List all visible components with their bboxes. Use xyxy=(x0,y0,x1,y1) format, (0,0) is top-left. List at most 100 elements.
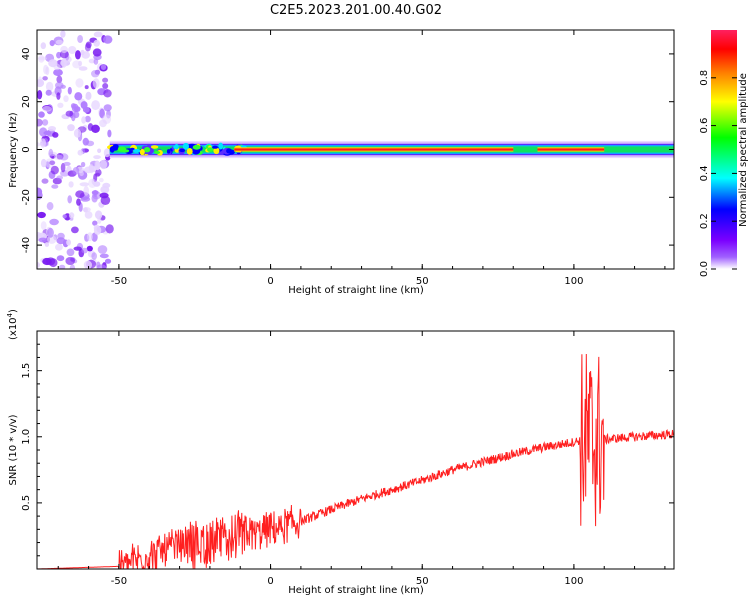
colorbar-gradient xyxy=(711,30,737,269)
heatmap-noise-cell xyxy=(69,264,76,269)
heatmap-noise-cell xyxy=(61,58,67,68)
heatmap-noise-cell xyxy=(79,182,90,187)
heatmap-y-tick-label: 40 xyxy=(21,48,32,61)
colorbar: 0.0 0.2 0.4 0.6 0.8 Normalized spectral ampl… xyxy=(699,30,749,277)
heatmap-noise-cell xyxy=(47,227,54,238)
heatmap-signal-cell xyxy=(112,144,119,149)
heatmap-x-tick-label: 0 xyxy=(267,276,273,287)
heatmap-noise-cell xyxy=(74,92,83,101)
heatmap-noise-cell xyxy=(49,40,55,47)
heatmap-noise-cell xyxy=(60,162,66,173)
colorbar-tick-label: 0.6 xyxy=(699,118,710,134)
heatmap-noise-cell xyxy=(74,106,81,112)
colorbar-tick-label: 0.0 xyxy=(699,261,710,277)
heatmap-noise-cell xyxy=(76,198,81,206)
heatmap-y-tick-label: 0 xyxy=(21,146,32,152)
heatmap-noise-cell xyxy=(92,220,98,226)
heatmap-signal-cell xyxy=(192,144,201,150)
heatmap-noise-cell xyxy=(102,83,109,89)
heatmap-noise-cell xyxy=(68,181,74,188)
heatmap-signal-cell xyxy=(133,149,141,153)
heatmap-noise-cell xyxy=(94,160,100,170)
heatmap-noise-cell xyxy=(93,39,100,47)
heatmap-noise-cell xyxy=(103,89,112,98)
heatmap-noise-cell xyxy=(37,90,43,100)
heatmap-noise-cell xyxy=(37,142,41,147)
heatmap-noise-cell xyxy=(40,221,47,231)
heatmap-noise-cell xyxy=(84,211,93,219)
heatmap-signal-cell xyxy=(109,146,115,153)
heatmap-noise-cell xyxy=(43,64,49,75)
heatmap-noise-cell xyxy=(40,158,47,168)
heatmap-noise-cell xyxy=(86,245,93,252)
heatmap-panel: -50 0 50 100 -40 -20 0 20 40 Height of straight … xyxy=(8,29,675,296)
heatmap-noise-cell xyxy=(84,85,89,90)
snr-y-tick-label: 1.0 xyxy=(21,429,32,445)
heatmap-noise-cell xyxy=(56,175,63,180)
heatmap-noise-cell xyxy=(92,48,102,57)
heatmap-noise-cell xyxy=(107,129,112,138)
heatmap-noise-cell xyxy=(67,124,75,132)
heatmap-noise-cell xyxy=(77,35,83,43)
heatmap-signal-cell xyxy=(117,146,126,152)
heatmap-signal-cell xyxy=(186,148,193,155)
heatmap-noise-cell xyxy=(65,110,74,117)
snr-y-scale-label: (x104) xyxy=(6,309,19,340)
heatmap-noise-cell xyxy=(92,78,100,89)
heatmap-signal-cell xyxy=(213,147,220,155)
heatmap-noise-cell xyxy=(59,153,69,161)
heatmap-noise-cell xyxy=(37,190,43,200)
heatmap-noise-cell xyxy=(99,159,108,170)
heatmap-noise-cell xyxy=(60,30,66,38)
heatmap-noise-cell xyxy=(81,247,88,254)
heatmap-signal-cell xyxy=(179,148,186,153)
snr-ticks: -50 0 50 100 0.5 1.0 1.5 xyxy=(21,331,674,587)
heatmap-noise-cell xyxy=(77,149,84,156)
heatmap-noise-cell xyxy=(75,50,81,60)
heatmap-noise-cell xyxy=(51,184,59,189)
heatmap-noise-cell xyxy=(103,148,111,158)
heatmap-cells xyxy=(37,30,674,269)
heatmap-noise-cell xyxy=(68,46,77,54)
heatmap-noise-cell xyxy=(37,56,48,61)
colorbar-ticks: 0.0 0.2 0.4 0.6 0.8 xyxy=(699,70,737,277)
heatmap-noise-cell xyxy=(48,148,54,158)
heatmap-noise-cell xyxy=(45,89,52,96)
heatmap-noise-cell xyxy=(41,178,49,184)
heatmap-signal-cell xyxy=(166,149,171,154)
snr-y-tick-label: 0.5 xyxy=(21,495,32,511)
heatmap-peak-ridge xyxy=(537,148,605,151)
heatmap-noise-cell xyxy=(50,165,59,175)
heatmap-noise-cell xyxy=(55,39,64,45)
heatmap-noise-cell xyxy=(42,105,52,112)
heatmap-noise-cell xyxy=(73,111,80,119)
heatmap-noise-cell xyxy=(88,178,97,188)
heatmap-noise-cell xyxy=(63,95,69,103)
heatmap-x-tick-label: 100 xyxy=(564,276,583,287)
heatmap-y-tick-label: 20 xyxy=(21,95,32,108)
heatmap-noise-cell xyxy=(48,126,56,132)
heatmap-noise-cell xyxy=(93,225,102,235)
heatmap-noise-cell xyxy=(94,210,103,220)
heatmap-noise-cell xyxy=(97,217,102,224)
heatmap-noise-cell xyxy=(57,232,65,240)
heatmap-noise-cell xyxy=(72,167,80,175)
heatmap-noise-cell xyxy=(42,119,49,126)
heatmap-noise-cell xyxy=(103,35,113,44)
heatmap-noise-cell xyxy=(102,114,112,124)
heatmap-noise-cell xyxy=(40,42,46,50)
heatmap-noise-cell xyxy=(87,123,94,131)
heatmap-noise-cell xyxy=(91,232,98,242)
heatmap-noise-cell xyxy=(38,237,48,243)
heatmap-noise-cell xyxy=(67,195,72,204)
heatmap-signal-cell xyxy=(226,148,232,154)
heatmap-noise-cell xyxy=(66,248,75,257)
heatmap-noise-cell xyxy=(55,243,63,251)
snr-y-tick-label: 1.5 xyxy=(21,363,32,379)
heatmap-signal-cell xyxy=(218,142,223,150)
page-title: C2E5.2023.201.00.40.G02 xyxy=(270,3,442,18)
heatmap-noise-cell xyxy=(57,102,64,109)
heatmap-noise-cell xyxy=(58,264,66,269)
heatmap-noise-cell xyxy=(99,192,109,199)
heatmap-noise-cell xyxy=(83,207,88,213)
